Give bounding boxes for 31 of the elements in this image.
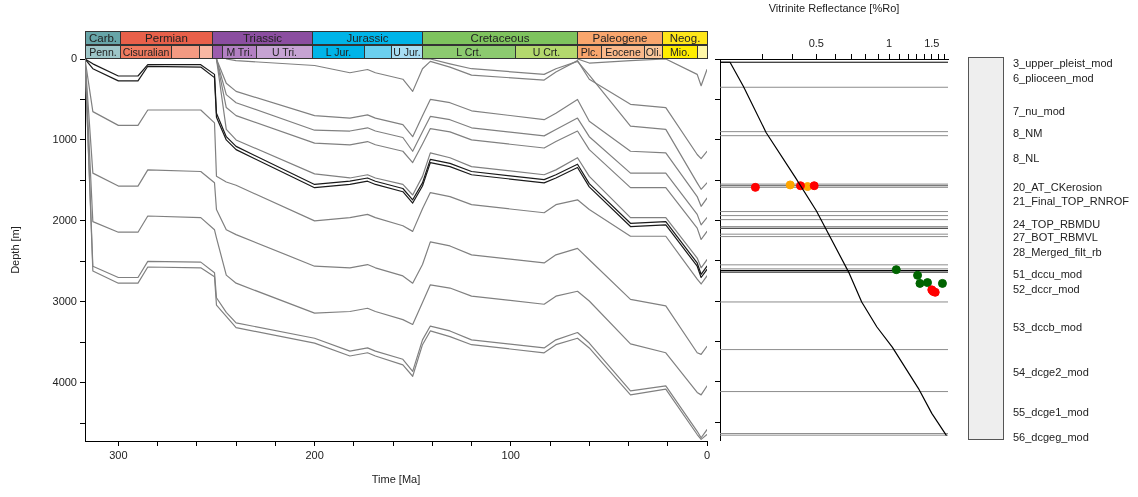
text: 8_NM: [1013, 127, 1043, 140]
y-tick-label: 3000: [52, 294, 77, 307]
text: 21_Final_TOP_RNROF: [1013, 195, 1129, 208]
x-tick-label: 1.5: [924, 37, 940, 50]
x-tick-label: 200: [305, 448, 324, 461]
x-tick-label: 1: [886, 37, 893, 50]
y-tick-label: 1000: [52, 132, 77, 145]
x-tick-label: 0: [703, 448, 711, 461]
x-tick-label: 100: [501, 448, 520, 461]
y-tick-label: 4000: [52, 375, 77, 388]
text: 54_dcge2_mod: [1013, 366, 1089, 379]
y-tick-label: 2000: [52, 213, 77, 226]
x-tick-label: 0.5: [808, 37, 824, 50]
text: 20_AT_CKerosion: [1013, 181, 1103, 194]
text: 53_dccb_mod: [1013, 321, 1083, 334]
text: 7_nu_mod: [1013, 105, 1065, 118]
y-axis-title: Depth [m]: [8, 226, 21, 274]
text: 27_BOT_RBMVL: [1013, 231, 1098, 244]
text: 3_upper_pleist_mod: [1013, 57, 1113, 70]
y-tick-label: 0: [70, 52, 77, 65]
x-axis-title: Time [Ma]: [371, 473, 421, 486]
text: 56_dcgeg_mod: [1013, 431, 1089, 444]
text: 52_dccr_mod: [1013, 283, 1080, 296]
text: 51_dccu_mod: [1013, 268, 1083, 281]
text: 6_plioceen_mod: [1013, 72, 1094, 85]
x-tick-label: 300: [109, 448, 128, 461]
text: 55_dcge1_mod: [1013, 406, 1089, 419]
text: 24_TOP_RBMDU: [1013, 218, 1101, 231]
x-axis-title: Vitrinite Reflectance [%Ro]: [768, 1, 900, 14]
text: 8_NL: [1013, 152, 1040, 165]
text: 28_Merged_filt_rb: [1013, 246, 1102, 259]
